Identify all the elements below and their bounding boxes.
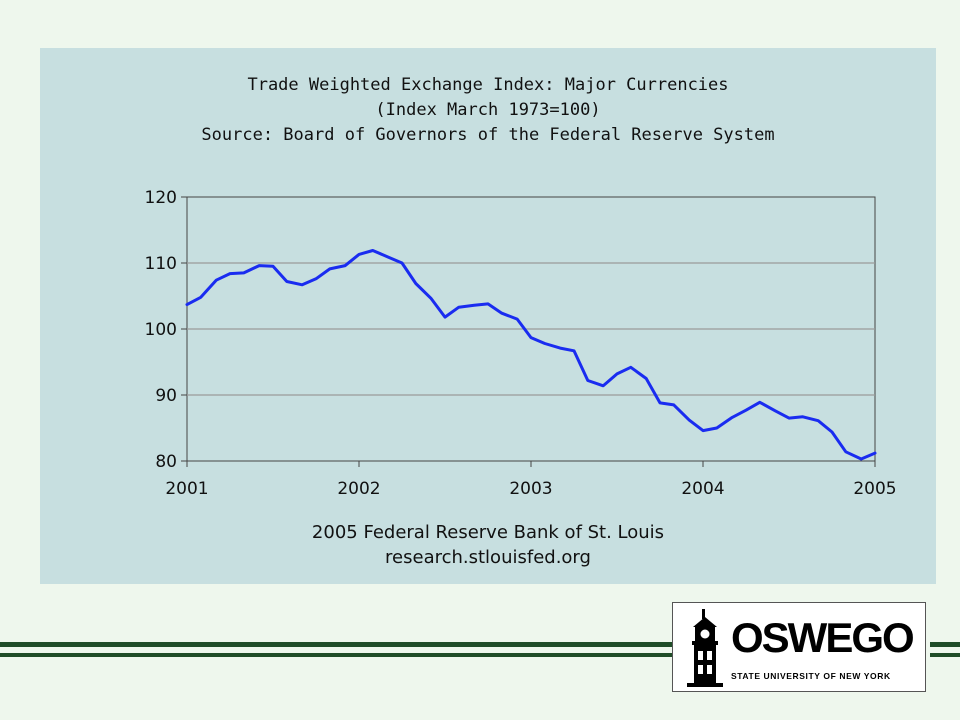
chart-credit-line-2: research.stlouisfed.org [385, 547, 591, 568]
chart-title: Trade Weighted Exchange Index: Major Cur… [247, 75, 729, 95]
x-tick-label: 2003 [509, 479, 552, 499]
rule-upper-left [0, 642, 672, 647]
y-tick-label: 120 [145, 188, 177, 208]
x-tick-label: 2004 [681, 479, 724, 499]
y-tick-label: 110 [145, 254, 177, 274]
y-tick-label: 90 [155, 386, 177, 406]
chart-credit-line-1: 2005 Federal Reserve Bank of St. Louis [311, 522, 665, 543]
chart-source: Source: Board of Governors of the Federa… [201, 125, 775, 145]
y-tick-label: 100 [145, 320, 177, 340]
rule-lower-right [930, 653, 960, 657]
oswego-logo: OSWEGO STATE UNIVERSITY OF NEW YORK [672, 602, 926, 692]
x-tick-label: 2001 [165, 479, 208, 499]
rule-upper-right [930, 642, 960, 647]
chart-plot: 120 110 100 90 80 2001 2002 2003 2004 2005 [145, 188, 897, 499]
rule-lower-left [0, 653, 672, 657]
x-tick-label: 2005 [853, 479, 896, 499]
x-tick-label: 2002 [337, 479, 380, 499]
chart-subtitle: (Index March 1973=100) [375, 100, 601, 120]
series-line [185, 249, 877, 461]
clock-tower-icon [687, 609, 723, 687]
chart-panel: Trade Weighted Exchange Index: Major Cur… [40, 48, 936, 584]
logo-tagline: STATE UNIVERSITY OF NEW YORK [731, 671, 891, 681]
y-tick-label: 80 [155, 452, 177, 472]
logo-wordmark: OSWEGO [731, 614, 915, 661]
